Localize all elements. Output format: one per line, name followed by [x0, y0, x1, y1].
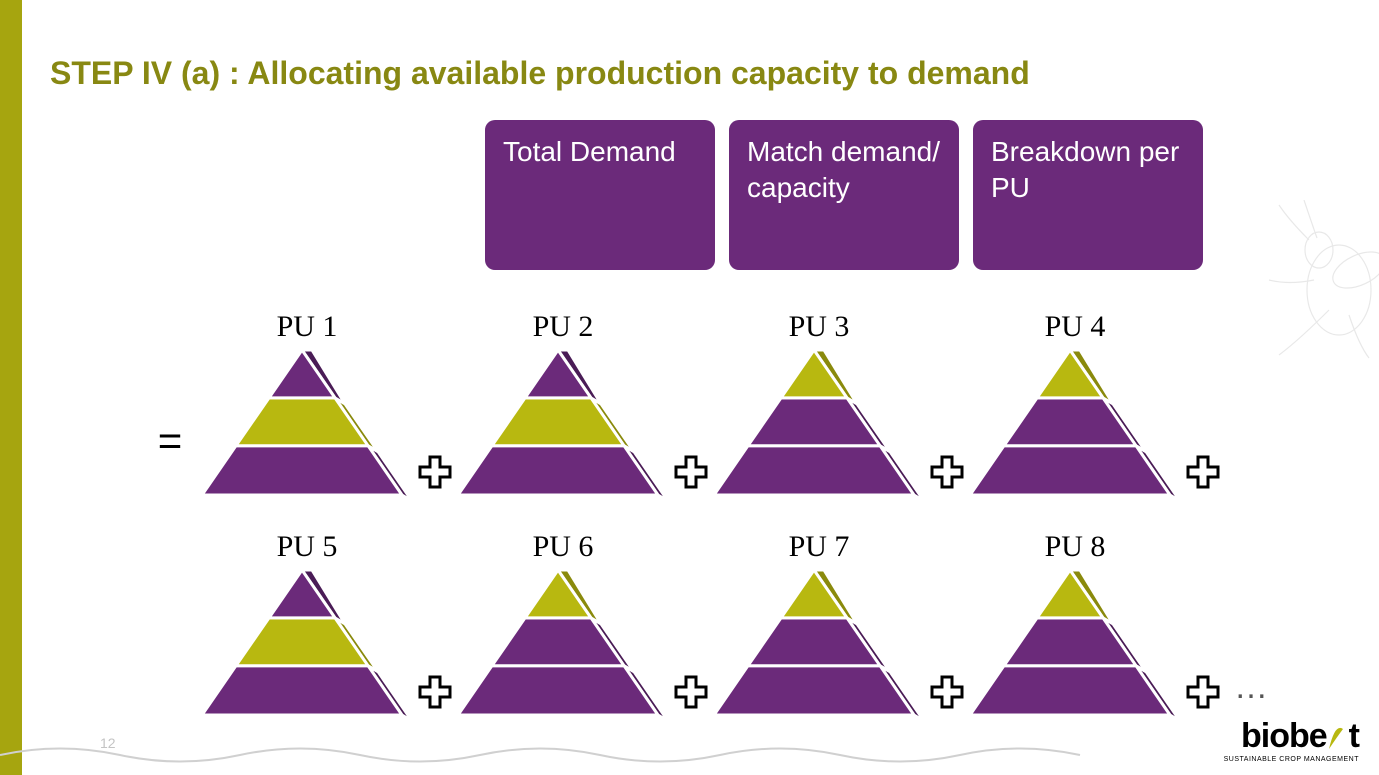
pyramid-icon [970, 350, 1180, 501]
pyramid-unit: PU 7 [714, 530, 924, 721]
pu-label: PU 4 [1045, 310, 1106, 344]
plus-icon [674, 455, 708, 489]
pu-label: PU 5 [277, 530, 338, 564]
pyramid-unit: PU 6 [458, 530, 668, 721]
ellipsis: … [1234, 668, 1268, 707]
slide-title: STEP IV (a) : Allocating available produ… [50, 55, 1030, 92]
logo-text: biobet [1224, 717, 1359, 756]
page-number: 12 [100, 735, 116, 751]
pyramid-icon [202, 350, 412, 501]
process-flow: Total Demand Match demand/ capacity Brea… [485, 120, 1203, 270]
plus-icon [674, 675, 708, 709]
pyramid-row-1: = PU 1 PU 2 PU 3 PU 4 [150, 310, 1226, 501]
pyramid-icon [458, 350, 668, 501]
pyramid-icon [202, 570, 412, 721]
pyramid-icon [714, 570, 924, 721]
equals-symbol: = [150, 347, 190, 465]
pu-label: PU 7 [789, 530, 850, 564]
pu-label: PU 8 [1045, 530, 1106, 564]
pyramid-icon [714, 350, 924, 501]
pu-label: PU 6 [533, 530, 594, 564]
logo: biobet SUSTAINABLE CROP MANAGEMENT [1224, 717, 1359, 763]
slide-left-accent-bar [0, 0, 22, 775]
plus-icon [1186, 675, 1220, 709]
plus-icon [930, 675, 964, 709]
plus-icon [1186, 455, 1220, 489]
pyramid-row-2: = PU 5PU 6PU 7PU 8… [150, 530, 1268, 721]
pu-label: PU 3 [789, 310, 850, 344]
pyramid-icon [970, 570, 1180, 721]
pyramid-unit: PU 2 [458, 310, 668, 501]
insect-illustration-icon [1259, 200, 1379, 360]
plus-icon [930, 455, 964, 489]
flow-box-breakdown: Breakdown per PU [973, 120, 1203, 270]
pu-label: PU 2 [533, 310, 594, 344]
plus-icon [418, 455, 452, 489]
pyramid-unit: PU 5 [202, 530, 412, 721]
pyramid-unit: PU 1 [202, 310, 412, 501]
pyramid-unit: PU 4 [970, 310, 1180, 501]
plus-icon [418, 675, 452, 709]
decorative-wave [0, 737, 1379, 767]
flow-box-match: Match demand/ capacity [729, 120, 959, 270]
logo-tagline: SUSTAINABLE CROP MANAGEMENT [1224, 756, 1359, 763]
pyramid-unit: PU 8 [970, 530, 1180, 721]
pu-label: PU 1 [277, 310, 338, 344]
pyramid-unit: PU 3 [714, 310, 924, 501]
pyramid-icon [458, 570, 668, 721]
flow-box-total-demand: Total Demand [485, 120, 715, 270]
